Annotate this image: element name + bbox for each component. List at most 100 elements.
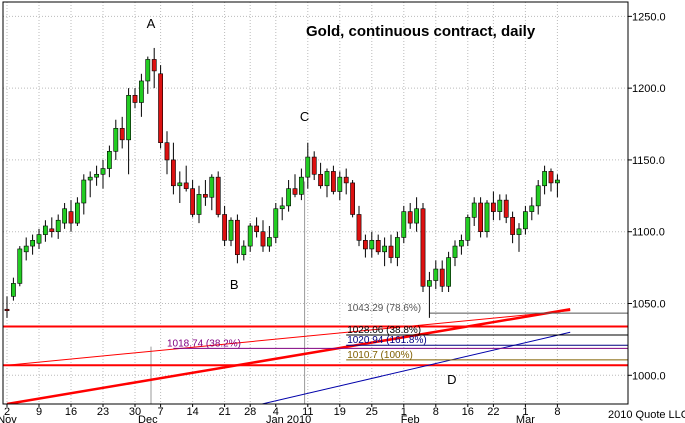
x-month-label: Mar — [516, 414, 535, 423]
fib-level-label: 1043.29 (78.6%) — [347, 303, 421, 314]
candle-up — [554, 179, 560, 184]
fib-level-label: 1020.94 (161.8%) — [347, 335, 427, 346]
candle-down — [510, 217, 515, 235]
x-tick-label: 19 — [334, 406, 346, 418]
candle-up — [23, 245, 29, 253]
candle-up — [273, 208, 279, 238]
candle-down — [490, 202, 496, 212]
candle-up — [542, 171, 547, 187]
candle-up — [516, 228, 522, 235]
wave-label-a: A — [147, 16, 156, 31]
x-tick-label: 22 — [487, 406, 499, 418]
candle-up — [75, 202, 80, 224]
candle-up — [305, 156, 311, 178]
candle-down — [478, 202, 483, 233]
candle-up — [433, 268, 439, 281]
candle-up — [471, 202, 477, 218]
candle-up — [458, 240, 464, 247]
candle-down — [203, 194, 208, 198]
wave-label-b: B — [230, 277, 239, 292]
candle-up — [266, 237, 272, 247]
x-tick-label: 21 — [218, 406, 230, 418]
trend-line — [6, 310, 571, 366]
candle-up — [369, 240, 375, 250]
x-tick-label: 30 — [129, 406, 141, 418]
candle-up — [113, 128, 119, 152]
candle-up — [401, 211, 407, 238]
candle-down — [356, 214, 362, 241]
candle-up — [465, 217, 471, 241]
candle-down — [4, 308, 10, 311]
x-tick-label: 16 — [462, 406, 474, 418]
wave-label-c: C — [300, 109, 309, 124]
candle-down — [420, 208, 426, 287]
y-tick-label: 1250.0 — [632, 11, 666, 23]
candle-down — [119, 128, 125, 141]
candle-up — [414, 208, 419, 224]
x-tick-label: 23 — [97, 406, 109, 418]
candle-down — [151, 59, 157, 72]
x-tick-label: 9 — [36, 406, 42, 418]
candle-up — [62, 208, 67, 224]
y-tick-label: 1150.0 — [632, 155, 665, 167]
x-tick-label: 28 — [244, 406, 256, 418]
x-tick-label: 1 — [401, 406, 407, 418]
fib-level-label: 1010.7 (100%) — [347, 350, 413, 361]
candle-down — [350, 182, 355, 215]
candle-down — [260, 231, 266, 247]
candle-down — [548, 171, 554, 184]
candle-up — [177, 182, 183, 187]
candles-layer — [4, 47, 560, 318]
candle-up — [426, 280, 432, 287]
x-month-label: Feb — [401, 414, 420, 423]
candle-down — [171, 159, 176, 187]
candle-down — [68, 211, 74, 224]
candle-down — [388, 245, 394, 258]
x-tick-label: 8 — [433, 406, 439, 418]
candle-down — [183, 182, 189, 189]
y-tick-label: 1100.0 — [632, 227, 665, 239]
candle-down — [215, 176, 221, 215]
x-month-label: Nov — [0, 414, 17, 423]
candle-up — [126, 95, 131, 141]
plot-frame — [2, 1, 629, 405]
overlay-lines-layer — [3, 181, 628, 404]
candle-down — [292, 188, 298, 195]
candle-up — [241, 245, 247, 255]
candle-up — [30, 240, 35, 247]
candle-up — [42, 225, 48, 235]
candle-down — [158, 73, 163, 143]
candle-up — [81, 179, 87, 204]
chart-title: Gold, continuous contract, daily — [306, 23, 536, 40]
candle-up — [497, 199, 503, 212]
candle-up — [11, 283, 16, 297]
candle-up — [382, 245, 387, 253]
candle-up — [107, 151, 112, 169]
candle-down — [375, 240, 381, 253]
candle-up — [452, 245, 458, 258]
x-month-label: Dec — [138, 414, 158, 423]
x-tick-label: 4 — [273, 406, 279, 418]
candle-up — [535, 185, 541, 207]
candle-up — [94, 173, 99, 178]
candle-down — [164, 142, 170, 161]
wave-label-d: D — [447, 372, 456, 387]
candle-down — [235, 219, 240, 255]
trend-line — [6, 308, 571, 404]
candle-up — [286, 188, 291, 207]
labels-layer: 1000.0 1050.0 1100.0 1150.0 1200.0 1250.0 2 9 16… — [0, 11, 666, 423]
candle-up — [55, 219, 61, 233]
candle-up — [17, 248, 23, 284]
candle-up — [247, 225, 253, 247]
x-tick-label: 14 — [186, 406, 198, 418]
candle-up — [139, 80, 144, 103]
candle-down — [222, 214, 227, 241]
candle-down — [49, 228, 55, 233]
candle-up — [298, 176, 304, 195]
x-tick-label: 11 — [302, 406, 313, 418]
candle-down — [132, 95, 138, 103]
copyright-text: 2010 Quote LLC — [608, 409, 685, 421]
candle-down — [362, 240, 368, 250]
fib-level-label: 1018.74 (38.2%) — [167, 338, 241, 349]
